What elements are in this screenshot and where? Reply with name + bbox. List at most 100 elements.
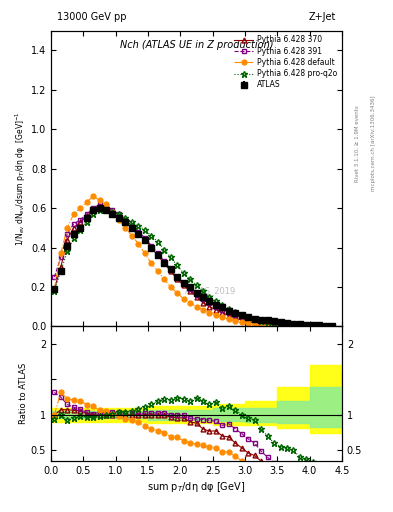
- Pythia 6.428 pro-q2o: [162, 246, 167, 252]
- Pythia 6.428 391: [246, 317, 251, 323]
- Pythia 6.428 default: [323, 323, 328, 329]
- Pythia 6.428 pro-q2o: [149, 232, 154, 239]
- Pythia 6.428 391: [233, 312, 238, 318]
- Pythia 6.428 default: [207, 310, 212, 316]
- Pythia 6.428 391: [181, 280, 186, 286]
- Text: Z+Jet: Z+Jet: [309, 12, 336, 22]
- Pythia 6.428 391: [194, 292, 199, 298]
- Pythia 6.428 391: [130, 223, 134, 229]
- Pythia 6.428 391: [213, 304, 218, 310]
- Pythia 6.428 370: [78, 219, 83, 225]
- Pythia 6.428 default: [136, 241, 141, 247]
- Pythia 6.428 pro-q2o: [181, 270, 186, 276]
- Pythia 6.428 pro-q2o: [310, 323, 315, 329]
- Pythia 6.428 pro-q2o: [278, 321, 283, 327]
- Pythia 6.428 pro-q2o: [130, 219, 134, 225]
- Pythia 6.428 391: [84, 211, 89, 217]
- Pythia 6.428 pro-q2o: [265, 319, 270, 325]
- Pythia 6.428 370: [207, 304, 212, 310]
- Pythia 6.428 default: [246, 321, 251, 327]
- Pythia 6.428 pro-q2o: [59, 268, 63, 274]
- Pythia 6.428 391: [97, 201, 102, 207]
- Pythia 6.428 default: [155, 268, 160, 274]
- Pythia 6.428 default: [304, 323, 309, 329]
- Pythia 6.428 370: [226, 312, 231, 318]
- Pythia 6.428 391: [78, 217, 83, 223]
- Pythia 6.428 391: [220, 307, 225, 313]
- Pythia 6.428 370: [220, 310, 225, 316]
- Pythia 6.428 default: [188, 300, 193, 306]
- Pythia 6.428 391: [298, 323, 302, 329]
- Pythia 6.428 default: [298, 323, 302, 329]
- Pythia 6.428 391: [175, 274, 180, 280]
- Pythia 6.428 391: [207, 300, 212, 306]
- Pythia 6.428 pro-q2o: [65, 248, 70, 254]
- Pythia 6.428 370: [310, 323, 315, 329]
- Pythia 6.428 370: [130, 225, 134, 231]
- Y-axis label: Ratio to ATLAS: Ratio to ATLAS: [19, 363, 28, 424]
- Pythia 6.428 default: [97, 197, 102, 203]
- Pythia 6.428 391: [200, 296, 205, 302]
- Pythia 6.428 370: [84, 213, 89, 219]
- Pythia 6.428 370: [162, 260, 167, 266]
- Pythia 6.428 pro-q2o: [317, 323, 321, 329]
- Pythia 6.428 default: [149, 260, 154, 266]
- Pythia 6.428 pro-q2o: [104, 207, 108, 213]
- Pythia 6.428 pro-q2o: [78, 227, 83, 233]
- Pythia 6.428 default: [117, 217, 121, 223]
- Pythia 6.428 370: [155, 252, 160, 259]
- Pythia 6.428 370: [188, 288, 193, 294]
- Pythia 6.428 370: [194, 294, 199, 300]
- Pythia 6.428 370: [123, 219, 128, 225]
- Pythia 6.428 default: [65, 225, 70, 231]
- Line: Pythia 6.428 pro-q2o: Pythia 6.428 pro-q2o: [51, 207, 335, 329]
- Pythia 6.428 391: [272, 322, 276, 328]
- Pythia 6.428 default: [130, 232, 134, 239]
- Pythia 6.428 default: [310, 323, 315, 329]
- Pythia 6.428 391: [149, 243, 154, 249]
- Pythia 6.428 370: [323, 323, 328, 329]
- Pythia 6.428 391: [59, 254, 63, 261]
- X-axis label: sum p$_T$/dη dφ [GeV]: sum p$_T$/dη dφ [GeV]: [147, 480, 246, 494]
- Pythia 6.428 370: [213, 307, 218, 313]
- Pythia 6.428 370: [136, 231, 141, 237]
- Pythia 6.428 default: [84, 199, 89, 205]
- Pythia 6.428 370: [285, 323, 289, 329]
- Pythia 6.428 pro-q2o: [226, 306, 231, 312]
- Pythia 6.428 pro-q2o: [233, 309, 238, 315]
- Pythia 6.428 default: [175, 290, 180, 296]
- Pythia 6.428 pro-q2o: [213, 297, 218, 304]
- Pythia 6.428 pro-q2o: [110, 209, 115, 215]
- Pythia 6.428 391: [285, 323, 289, 329]
- Pythia 6.428 pro-q2o: [175, 262, 180, 268]
- Text: 13000 GeV pp: 13000 GeV pp: [57, 12, 127, 22]
- Pythia 6.428 370: [259, 321, 263, 327]
- Pythia 6.428 pro-q2o: [252, 316, 257, 322]
- Pythia 6.428 370: [272, 322, 276, 328]
- Line: Pythia 6.428 default: Pythia 6.428 default: [52, 194, 335, 329]
- Pythia 6.428 370: [298, 323, 302, 329]
- Pythia 6.428 391: [91, 205, 95, 211]
- Pythia 6.428 pro-q2o: [200, 288, 205, 294]
- Pythia 6.428 pro-q2o: [188, 276, 193, 282]
- Pythia 6.428 391: [142, 234, 147, 241]
- Pythia 6.428 default: [259, 322, 263, 328]
- Pythia 6.428 pro-q2o: [285, 322, 289, 328]
- Pythia 6.428 pro-q2o: [123, 215, 128, 221]
- Pythia 6.428 391: [226, 310, 231, 316]
- Pythia 6.428 pro-q2o: [52, 288, 57, 294]
- Pythia 6.428 370: [104, 207, 108, 213]
- Pythia 6.428 default: [220, 314, 225, 320]
- Pythia 6.428 default: [239, 319, 244, 325]
- Pythia 6.428 default: [168, 284, 173, 290]
- Pythia 6.428 pro-q2o: [142, 227, 147, 233]
- Pythia 6.428 391: [104, 203, 108, 209]
- Pythia 6.428 391: [110, 207, 115, 213]
- Pythia 6.428 391: [252, 318, 257, 325]
- Pythia 6.428 391: [117, 211, 121, 217]
- Pythia 6.428 370: [65, 237, 70, 243]
- Pythia 6.428 370: [110, 211, 115, 217]
- Pythia 6.428 370: [200, 300, 205, 306]
- Pythia 6.428 pro-q2o: [84, 219, 89, 225]
- Pythia 6.428 default: [162, 276, 167, 282]
